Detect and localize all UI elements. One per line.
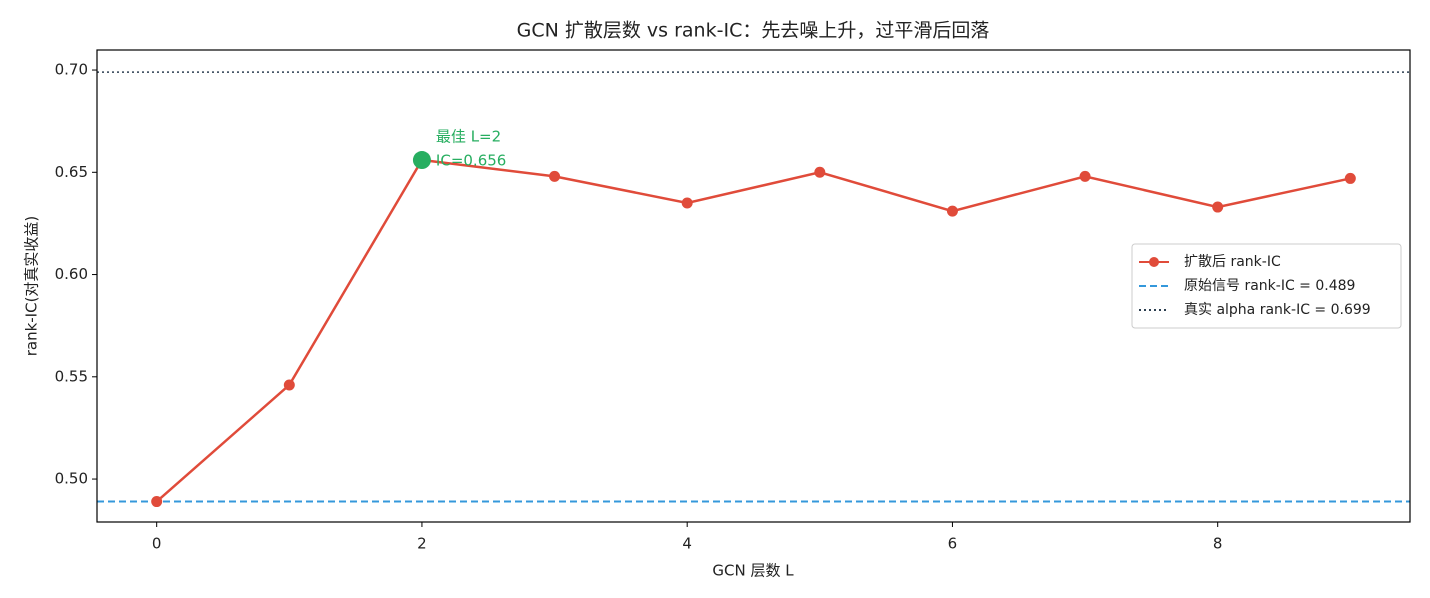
legend-label: 原始信号 rank-IC = 0.489 — [1184, 278, 1355, 294]
y-tick-label: 0.55 — [55, 367, 88, 385]
highlight-point — [412, 151, 431, 170]
y-tick-label: 0.70 — [55, 61, 88, 79]
data-point — [814, 166, 826, 178]
data-point — [946, 205, 958, 217]
x-tick-label: 0 — [152, 535, 162, 553]
annotation: IC=0.656 — [436, 152, 506, 170]
data-point — [1344, 172, 1356, 184]
legend-label: 扩散后 rank-IC — [1184, 254, 1281, 270]
data-point — [1212, 201, 1224, 213]
x-tick-label: 6 — [948, 535, 958, 553]
x-tick-label: 2 — [417, 535, 427, 553]
legend: 扩散后 rank-IC 原始信号 rank-IC = 0.489 真实 alpha … — [1131, 243, 1402, 329]
annotation: 最佳 L=2 — [436, 128, 501, 146]
legend-label: 真实 alpha rank-IC = 0.699 — [1184, 302, 1371, 318]
x-tick-label: 4 — [682, 535, 692, 553]
data-point — [1079, 170, 1091, 182]
data-point — [283, 379, 295, 391]
data-point — [549, 170, 561, 182]
y-tick-label: 0.50 — [55, 470, 88, 488]
legend-marker — [1149, 257, 1159, 267]
y-tick-label: 0.65 — [55, 163, 88, 181]
data-point — [151, 496, 163, 508]
y-axis-label: rank-IC(对真实收益) — [23, 216, 41, 357]
legend-box — [1131, 243, 1402, 329]
series-line — [155, 158, 1351, 503]
plot-frame — [96, 49, 1411, 523]
data-point — [681, 197, 693, 209]
x-tick-label: 8 — [1213, 535, 1223, 553]
chart-title: GCN 扩散层数 vs rank-IC：先去噪上升，过平滑后回落 — [517, 20, 990, 42]
y-tick-label: 0.60 — [55, 265, 88, 283]
x-axis-label: GCN 层数 L — [712, 562, 794, 580]
